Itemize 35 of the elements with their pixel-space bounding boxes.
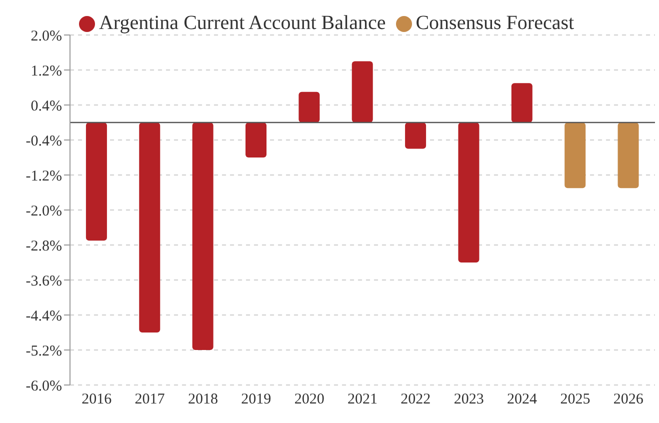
x-tick-label: 2020 [294, 392, 324, 408]
y-tick-label: -1.2% [26, 168, 62, 184]
bar [458, 122, 480, 262]
bar [352, 61, 373, 122]
y-tick-label: -2.8% [26, 238, 62, 254]
bar [618, 122, 639, 188]
y-tick-label: 2.0% [30, 28, 62, 44]
y-tick-label: -6.0% [26, 378, 62, 394]
bar [405, 122, 426, 149]
bar [298, 92, 320, 122]
y-tick-label: -5.2% [26, 343, 62, 360]
x-tick-label: 2022 [400, 392, 431, 408]
x-tick-label: 2019 [241, 392, 272, 408]
legend-label: Consensus Forecast [416, 12, 574, 34]
x-tick-label: 2026 [613, 392, 644, 408]
bar [511, 83, 532, 122]
legend-label: Argentina Current Account Balance [98, 12, 386, 34]
bar [139, 122, 160, 332]
x-tick-label: 2017 [134, 392, 166, 408]
x-tick-label: 2016 [82, 392, 112, 408]
x-tick-label: 2021 [348, 392, 378, 408]
y-tick-label: -2.0% [26, 203, 62, 220]
y-tick-label: -4.4% [26, 308, 62, 324]
bar [564, 122, 586, 188]
x-tick-label: 2024 [507, 392, 538, 408]
y-tick-label: 0.4% [30, 98, 62, 114]
bar [246, 122, 266, 158]
x-tick-label: 2023 [454, 392, 484, 408]
y-tick-label: -0.4% [26, 133, 62, 150]
y-tick-label: -3.6% [26, 273, 62, 290]
y-tick-label: 1.2% [30, 63, 62, 80]
x-tick-label: 2018 [188, 392, 218, 408]
x-tick-label: 2025 [560, 392, 590, 408]
bar [192, 122, 214, 350]
bar [86, 122, 107, 241]
